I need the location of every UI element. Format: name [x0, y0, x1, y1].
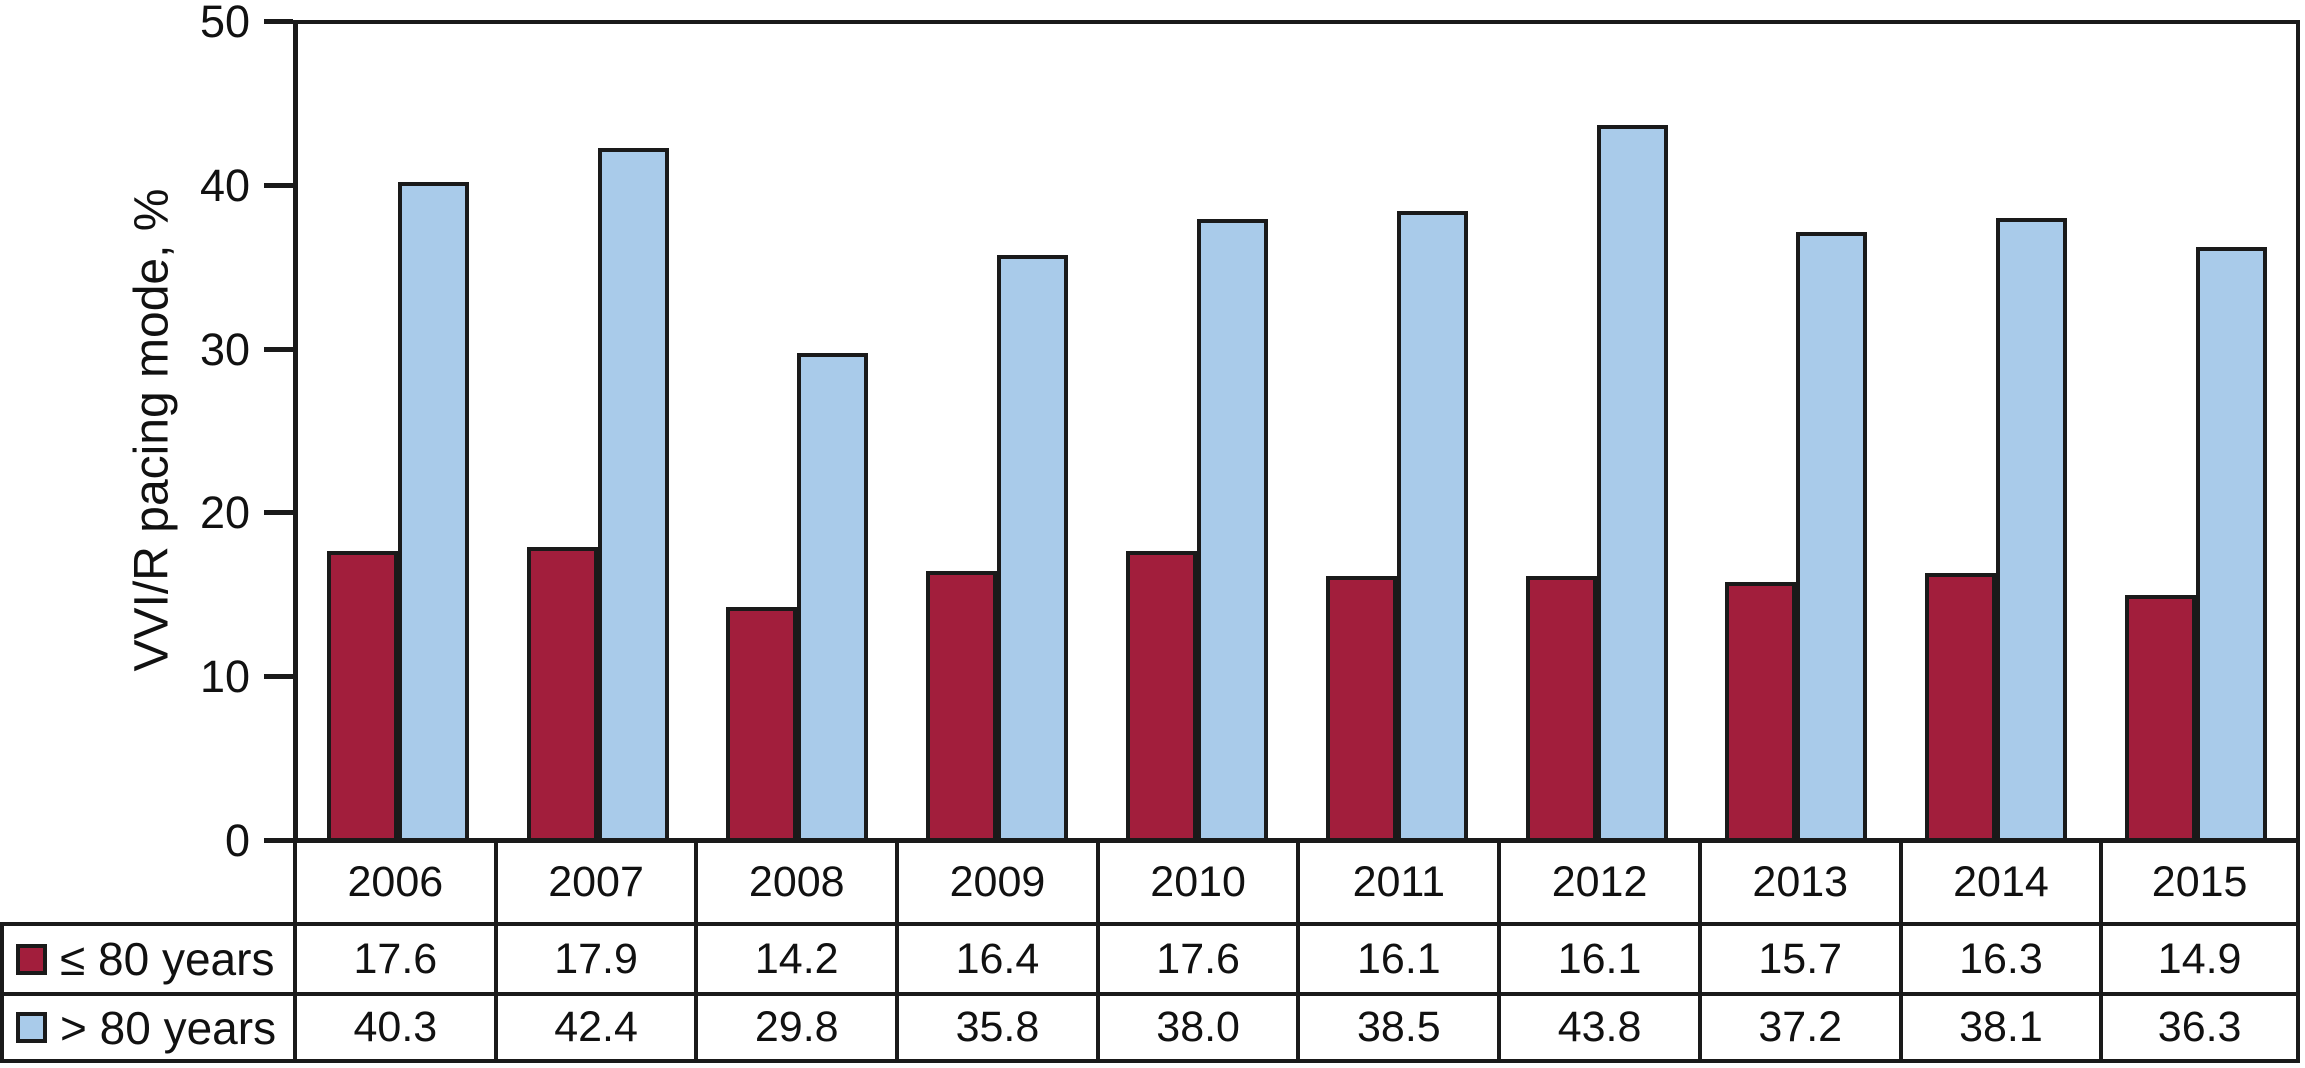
bar-group-2008	[698, 24, 898, 838]
bar-le-80-years-2008	[726, 606, 798, 838]
value-cell-gt-80-years-2009: 35.8	[895, 996, 1096, 1059]
year-cell-2015: 2015	[2099, 843, 2300, 922]
value-cell-gt-80-years-2014: 38.1	[1898, 996, 2100, 1059]
bar-le-80-years-2012	[1525, 575, 1597, 838]
bar-gt-80-years-2012	[1596, 124, 1668, 838]
y-tick-label-20: 20	[199, 487, 250, 539]
y-tick-mark-0	[264, 838, 293, 843]
year-cell-2014: 2014	[1898, 843, 2100, 922]
bar-group-2013	[1697, 24, 1897, 838]
bar-le-80-years-2013	[1725, 582, 1797, 838]
bar-gt-80-years-2015	[2196, 247, 2268, 838]
bar-gt-80-years-2013	[1796, 232, 1868, 838]
year-row-spacer	[0, 843, 293, 922]
y-tick-label-0: 0	[224, 815, 250, 866]
value-cell-gt-80-years-2006: 40.3	[293, 996, 494, 1059]
bar-le-80-years-2011	[1325, 575, 1397, 838]
y-tick-label-40: 40	[199, 159, 250, 211]
year-cell-2012: 2012	[1497, 843, 1698, 922]
bar-gt-80-years-2008	[797, 352, 869, 838]
bar-le-80-years-2010	[1126, 551, 1198, 838]
bar-le-80-years-2015	[2125, 595, 2197, 838]
year-cell-2008: 2008	[694, 843, 895, 922]
bar-columns	[298, 24, 2296, 838]
value-cell-gt-80-years-2013: 37.2	[1697, 996, 1899, 1059]
value-cell-le-80-years-2015: 14.9	[2099, 926, 2300, 992]
series-row-le-80-years: ≤ 80 years 17.6 17.9 14.2 16.4 17.6 16.1 16.1 15…	[0, 926, 2300, 996]
bar-group-2010	[1097, 24, 1297, 838]
value-cell-le-80-years-2013: 15.7	[1697, 926, 1899, 992]
legend-label-gt-80-years: > 80 years	[60, 1001, 277, 1054]
value-cell-le-80-years-2012: 16.1	[1497, 926, 1698, 992]
value-cell-gt-80-years-2007: 42.4	[493, 996, 695, 1059]
value-cell-le-80-years-2007: 17.9	[493, 926, 695, 992]
value-cell-gt-80-years-2012: 43.8	[1497, 996, 1698, 1059]
year-cell-2007: 2007	[493, 843, 695, 922]
value-cell-gt-80-years-2010: 38.0	[1095, 996, 1297, 1059]
y-tick-mark-20	[264, 510, 293, 516]
value-cell-le-80-years-2011: 16.1	[1296, 926, 1497, 992]
bar-gt-80-years-2007	[597, 147, 669, 838]
legend-cell-le-80-years: ≤ 80 years	[0, 926, 293, 992]
bar-group-2011	[1297, 24, 1497, 838]
bar-gt-80-years-2010	[1197, 219, 1269, 838]
legend-label-le-80-years: ≤ 80 years	[60, 933, 275, 985]
year-cell-2010: 2010	[1095, 843, 1297, 922]
y-axis-label: VVI/R pacing mode, %	[125, 188, 179, 672]
y-tick-label-50: 50	[199, 0, 250, 47]
value-cell-gt-80-years-2011: 38.5	[1296, 996, 1497, 1059]
y-tick-mark-30	[264, 346, 293, 352]
value-cell-gt-80-years-2015: 36.3	[2099, 996, 2300, 1059]
legend-swatch-le-80-years	[16, 943, 47, 975]
value-cell-le-80-years-2008: 14.2	[694, 926, 895, 992]
y-tick-mark-40	[264, 182, 293, 188]
bar-le-80-years-2014	[1925, 572, 1997, 838]
year-cell-2009: 2009	[895, 843, 1096, 922]
bar-le-80-years-2009	[926, 571, 998, 838]
bar-le-80-years-2006	[326, 551, 398, 838]
y-tick-mark-10	[264, 674, 293, 680]
bar-gt-80-years-2014	[1996, 217, 2068, 838]
legend-swatch-gt-80-years	[16, 1012, 47, 1043]
y-tick-label-10: 10	[199, 651, 250, 703]
x-axis-year-row: 2006 2007 2008 2009 2010 2011 2012 2013 2014 2015	[0, 843, 2300, 926]
bar-group-2015	[2096, 24, 2296, 838]
bar-group-2009	[897, 24, 1097, 838]
year-cell-2011: 2011	[1296, 843, 1497, 922]
value-cell-le-80-years-2006: 17.6	[293, 926, 494, 992]
value-cell-le-80-years-2014: 16.3	[1898, 926, 2100, 992]
year-cell-2006: 2006	[293, 843, 494, 922]
y-tick-mark-50	[264, 19, 293, 24]
series-row-gt-80-years: > 80 years 40.3 42.4 29.8 35.8 38.0 38.5 43.8 37…	[0, 996, 2300, 1063]
bar-gt-80-years-2009	[997, 255, 1069, 838]
series-value-rows: ≤ 80 years 17.6 17.9 14.2 16.4 17.6 16.1 16.1 15…	[0, 926, 2300, 1063]
y-tick-label-30: 30	[199, 323, 250, 375]
bar-gt-80-years-2006	[397, 181, 469, 838]
bar-group-2006	[298, 24, 498, 838]
bar-group-2007	[498, 24, 698, 838]
bar-group-2014	[1896, 24, 2096, 838]
bar-le-80-years-2007	[526, 546, 598, 838]
value-cell-le-80-years-2009: 16.4	[895, 926, 1096, 992]
year-cell-2013: 2013	[1697, 843, 1899, 922]
bar-group-2012	[1497, 24, 1697, 838]
plot-area	[293, 20, 2300, 843]
bar-gt-80-years-2011	[1396, 211, 1468, 838]
legend-cell-gt-80-years: > 80 years	[0, 996, 293, 1059]
value-cell-le-80-years-2010: 17.6	[1095, 926, 1297, 992]
data-table: 2006 2007 2008 2009 2010 2011 2012 2013 2014 2015…	[0, 843, 2300, 1063]
value-cell-gt-80-years-2008: 29.8	[694, 996, 895, 1059]
